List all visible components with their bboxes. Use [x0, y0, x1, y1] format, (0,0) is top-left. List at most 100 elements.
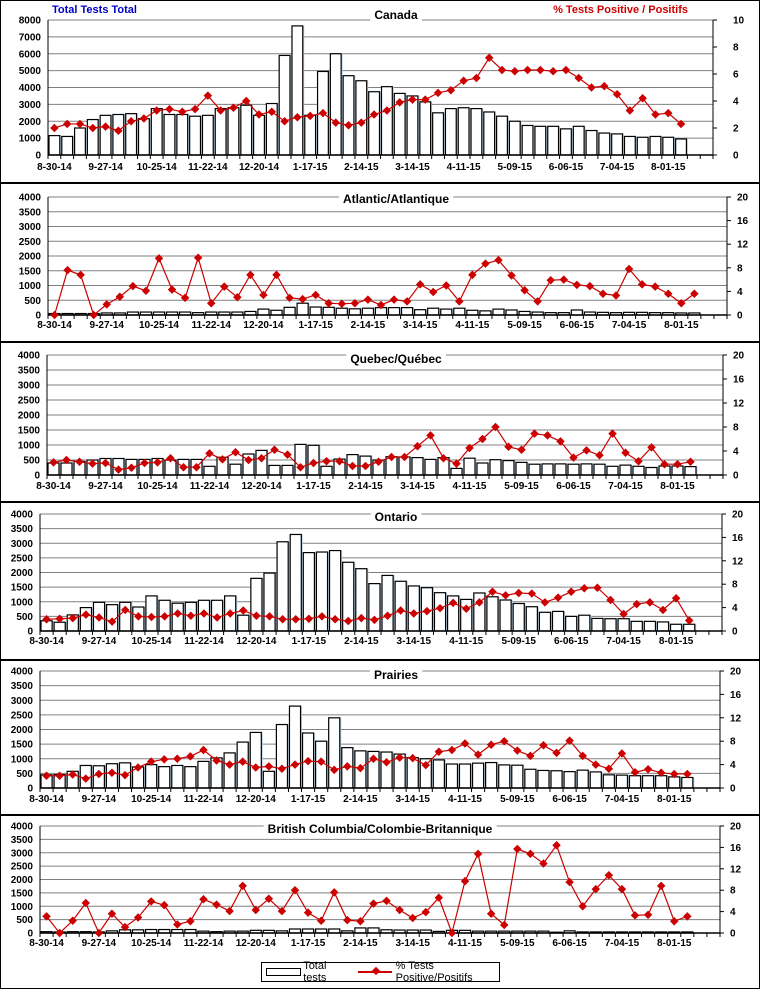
positivity-marker — [422, 606, 432, 616]
y-tick-label: 500 — [24, 296, 41, 307]
bar — [440, 308, 453, 316]
positivity-marker — [591, 760, 601, 769]
x-tick-label: 12-20-14 — [236, 938, 276, 949]
positivity-marker — [593, 583, 602, 592]
positivity-marker — [180, 293, 190, 303]
positivity-marker — [536, 65, 545, 75]
y-tick-label: 0 — [27, 929, 33, 940]
positivity-marker — [167, 285, 177, 294]
positivity-marker — [556, 437, 565, 446]
positivity-marker — [270, 445, 279, 455]
positivity-marker — [673, 459, 682, 469]
y-tick-label: 0 — [27, 627, 33, 638]
y2-tick-label: 10 — [733, 16, 745, 27]
y2-tick-label: 4 — [737, 287, 743, 298]
bar — [615, 774, 629, 789]
y-tick-label: 3000 — [18, 381, 41, 392]
x-tick-label: 8-30-14 — [29, 636, 64, 647]
positivity-marker — [311, 290, 320, 300]
chart-title-bg — [346, 351, 447, 367]
x-tick-label: 3-14-15 — [395, 162, 430, 173]
chart-title-bg — [369, 667, 423, 683]
x-tick-label: 10-25-14 — [139, 320, 179, 331]
bar — [538, 611, 552, 632]
y-tick-label: 8000 — [19, 16, 42, 27]
positivity-marker — [677, 298, 686, 308]
positivity-marker — [630, 911, 640, 920]
positivity-marker — [473, 849, 483, 859]
positivity-marker — [280, 117, 289, 126]
positivity-marker — [637, 280, 647, 289]
x-tick-label: 3-14-15 — [397, 636, 432, 647]
positivity-marker — [608, 429, 617, 438]
positivity-marker — [434, 893, 444, 902]
y-tick-label: 3500 — [18, 366, 41, 377]
chart-panel-0: 0 1000 2000 3000 4000 5000 6000 7000 8000 0 2 4 6 8 10… — [19, 7, 745, 173]
y-tick-label: 1500 — [19, 266, 42, 277]
bar — [60, 462, 73, 476]
positivity-marker — [317, 612, 327, 621]
positivity-marker — [514, 588, 523, 598]
positivity-marker — [166, 453, 175, 463]
positivity-marker — [88, 459, 97, 468]
chart-title: Ontario — [375, 510, 418, 524]
bar — [453, 307, 466, 316]
y-tick-label: 5000 — [19, 66, 42, 77]
bar — [322, 306, 335, 316]
x-tick-label: 1-17-15 — [291, 938, 326, 949]
positivity-marker — [165, 104, 174, 114]
x-tick-label: 3-14-15 — [395, 794, 430, 805]
y2-tick-label: 12 — [733, 399, 745, 410]
bar — [73, 127, 86, 156]
positivity-marker — [303, 908, 313, 917]
y-tick-label: 1500 — [11, 583, 34, 594]
positivity-marker — [645, 598, 655, 607]
positivity-marker — [153, 458, 162, 467]
bar — [249, 731, 262, 789]
bar — [394, 580, 407, 632]
x-tick-label: 10-25-14 — [137, 481, 177, 492]
positivity-marker — [238, 881, 247, 891]
positivity-marker — [205, 449, 214, 458]
positivity-marker — [501, 591, 510, 600]
x-tick-label: 2-14-15 — [343, 938, 378, 949]
chart-title: Prairies — [374, 668, 418, 682]
positivity-marker — [486, 909, 496, 918]
bar — [662, 136, 675, 156]
positivity-marker — [159, 900, 169, 910]
positivity-marker — [369, 899, 378, 908]
chart-title: Atlantic/Atlantique — [343, 192, 449, 206]
x-tick-label: 8-01-15 — [660, 481, 695, 492]
positivity-marker — [387, 452, 396, 462]
positivity-marker — [159, 755, 169, 764]
x-tick-label: 8-30-14 — [29, 794, 64, 805]
positivity-marker — [421, 907, 431, 917]
positivity-marker — [565, 877, 574, 887]
positivity-marker — [277, 764, 287, 773]
x-tick-label: 4-11-15 — [447, 162, 481, 173]
positivity-marker — [460, 876, 470, 886]
y-tick-label: 3000 — [11, 696, 34, 707]
bar — [145, 763, 158, 789]
bar — [458, 763, 472, 789]
x-tick-label: 5-09-15 — [500, 938, 535, 949]
positivity-marker — [643, 910, 653, 920]
x-tick-label: 6-06-15 — [549, 162, 584, 173]
bar — [632, 465, 645, 476]
positivity-marker — [233, 293, 242, 302]
bar — [483, 111, 496, 156]
positivity-marker — [663, 289, 673, 299]
positivity-marker — [530, 429, 539, 438]
positivity-marker — [572, 280, 582, 290]
bar — [554, 463, 567, 476]
y2-tick-label: 16 — [730, 690, 742, 701]
positivity-marker — [343, 762, 352, 771]
bar — [617, 618, 630, 632]
positivity-marker — [331, 118, 340, 127]
positivity-marker — [376, 300, 386, 310]
positivity-marker — [553, 593, 563, 602]
bar — [342, 75, 355, 156]
positivity-marker — [324, 298, 333, 308]
positivity-marker — [193, 253, 203, 263]
positivity-marker — [473, 750, 483, 759]
